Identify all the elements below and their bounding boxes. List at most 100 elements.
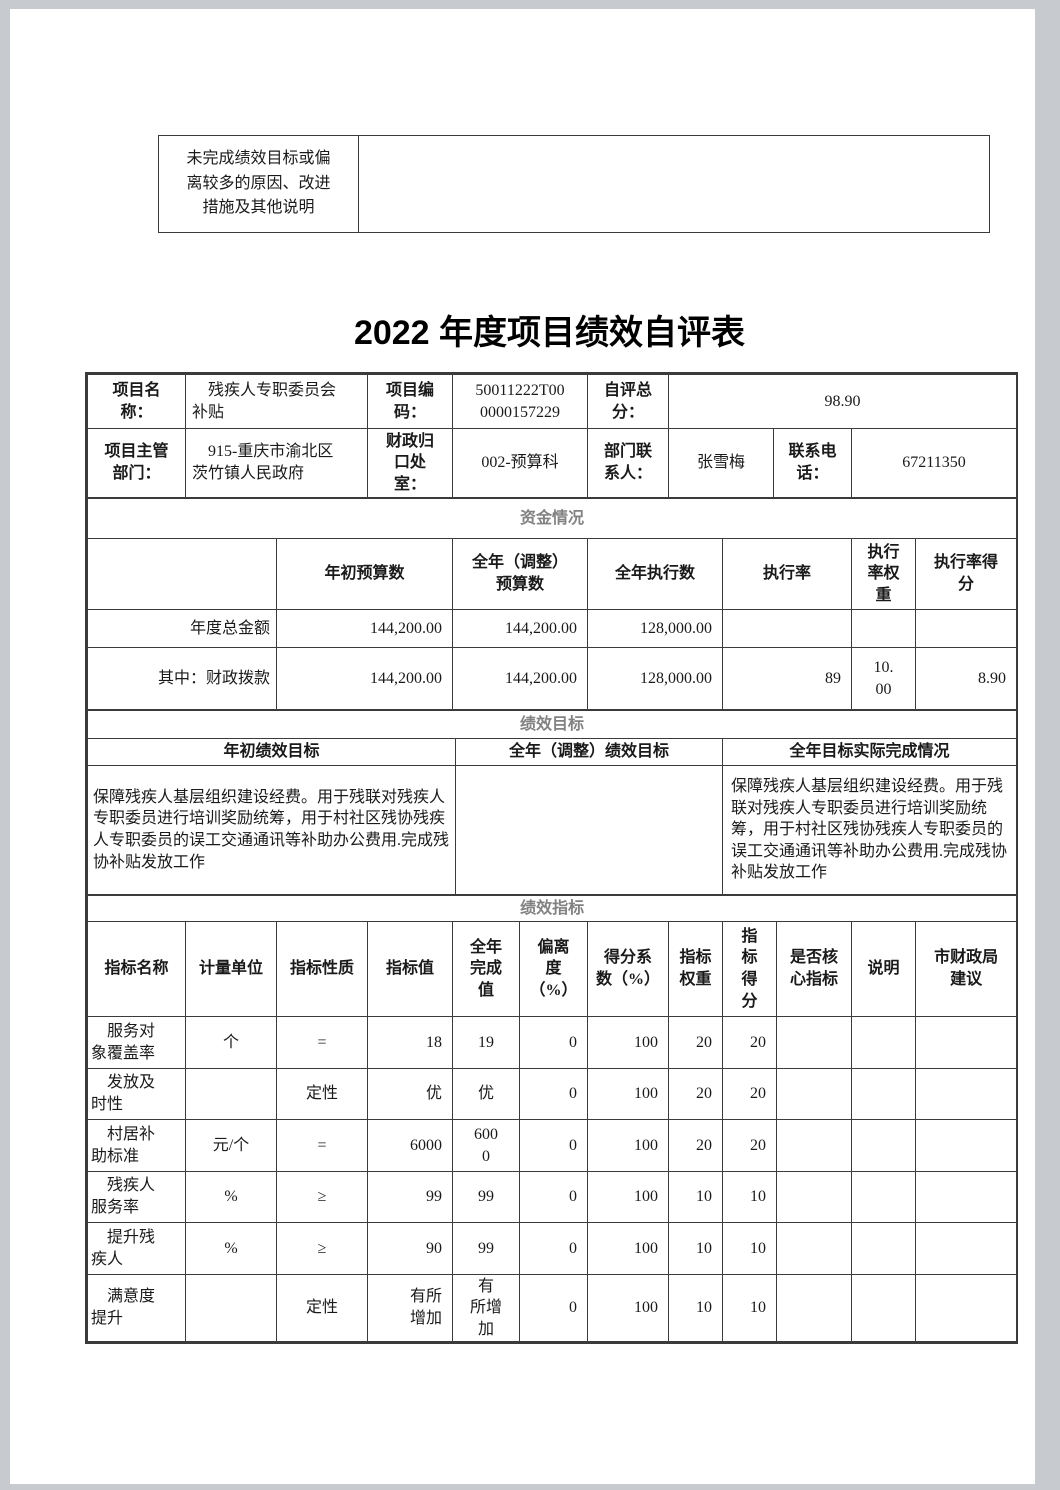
indicator-note-cell	[851, 1274, 916, 1342]
goals-section-row: 绩效目标	[87, 710, 1017, 739]
indicator-deviation-cell: 0	[519, 1274, 588, 1342]
funding-section-row: 资金情况	[86, 498, 1018, 539]
indicators-section-row: 绩效指标	[86, 895, 1018, 922]
indicator-weight-cell: 20	[668, 1016, 723, 1069]
indicator-completion-cell: 600 0	[452, 1119, 520, 1172]
ind-header-unit: 计量单位	[185, 921, 277, 1017]
project-info-row-2: 项目主管 部门： 915-重庆市渝北区 茨竹镇人民政府 财政归 口处 室： 00…	[87, 428, 1018, 498]
goals-body-row: 保障残疾人基层组织建设经费。用于残联对残疾人专职委员进行培训奖励统筹，用于村社区…	[87, 765, 1017, 895]
indicator-target-cell: 18	[367, 1016, 453, 1069]
indicator-name-cell: 提升残 疾人	[87, 1222, 186, 1275]
indicator-name-cell: 满意度 提升	[87, 1274, 186, 1342]
goals-header-row: 年初绩效目标 全年（调整）绩效目标 全年目标实际完成情况	[87, 738, 1017, 766]
indicator-core-cell	[776, 1222, 852, 1275]
indicator-row: 残疾人 服务率 % ≥ 99 99 0 100 10 10	[87, 1171, 1018, 1223]
indicator-score-cell: 10	[722, 1222, 777, 1275]
remarks-value-cell	[358, 135, 990, 233]
ind-header-completion: 全年 完成 值	[452, 921, 520, 1017]
indicator-score-cell: 20	[722, 1016, 777, 1069]
indicator-note-cell	[851, 1222, 916, 1275]
ind-header-nature: 指标性质	[276, 921, 368, 1017]
indicator-row: 服务对 象覆盖率 个 = 18 19 0 100 20 20	[87, 1016, 1018, 1069]
funding-fiscal-rate: 89	[722, 647, 852, 710]
indicator-target-cell: 90	[367, 1222, 453, 1275]
indicator-core-cell	[776, 1068, 852, 1120]
funding-fiscal-rate-score: 8.90	[914, 647, 1018, 710]
self-score-value: 98.90	[667, 374, 1018, 429]
remarks-row: 未完成绩效目标或偏 离较多的原因、改进 措施及其他说明	[158, 135, 990, 233]
indicator-unit-cell: 个	[185, 1016, 277, 1069]
indicator-score-cell: 20	[722, 1068, 777, 1120]
funding-total-rate-weight	[851, 609, 916, 648]
funding-section-title: 资金情况	[86, 498, 1018, 539]
project-name-label: 项目名 称：	[87, 374, 186, 429]
indicator-coefficient-cell: 100	[587, 1222, 669, 1275]
funding-header-rate-score: 执行率得 分	[914, 538, 1018, 610]
project-code-value: 50011222T00 0000157229	[452, 374, 588, 429]
evaluation-table: 项目名 称： 残疾人专职委员会 补贴 项目编 码： 50011222T00 00…	[85, 372, 1018, 1344]
indicator-suggestion-cell	[914, 1016, 1018, 1069]
remarks-box: 未完成绩效目标或偏 离较多的原因、改进 措施及其他说明	[158, 135, 990, 233]
indicator-note-cell	[851, 1171, 916, 1223]
goals-section-title: 绩效目标	[87, 710, 1017, 739]
funding-total-initial: 144,200.00	[276, 609, 453, 648]
indicator-nature-cell: =	[276, 1119, 368, 1172]
indicator-suggestion-cell	[914, 1068, 1018, 1120]
indicator-target-cell: 有所 增加	[367, 1274, 453, 1342]
goals-actual-text: 保障残疾人基层组织建设经费。用于残联对残疾人专职委员进行培训奖励统筹，用于村社区…	[722, 765, 1017, 895]
indicator-deviation-cell: 0	[519, 1222, 588, 1275]
funding-header-adjusted-budget: 全年（调整） 预算数	[452, 538, 588, 610]
indicator-suggestion-cell	[914, 1222, 1018, 1275]
indicator-coefficient-cell: 100	[587, 1171, 669, 1223]
indicator-core-cell	[776, 1171, 852, 1223]
indicator-completion-cell: 99	[452, 1171, 520, 1223]
indicator-nature-cell: 定性	[276, 1068, 368, 1120]
indicator-nature-cell: =	[276, 1016, 368, 1069]
indicator-completion-cell: 19	[452, 1016, 520, 1069]
indicator-row: 村居补 助标准 元/个 = 6000 600 0 0 100 20 20	[87, 1119, 1018, 1172]
funding-total-rate	[722, 609, 852, 648]
project-name-value: 残疾人专职委员会 补贴	[185, 374, 368, 429]
funding-header-execution-rate: 执行率	[722, 538, 852, 610]
indicator-weight-cell: 10	[668, 1274, 723, 1342]
project-code-label: 项目编 码：	[367, 374, 453, 429]
indicator-completion-cell: 有 所增 加	[452, 1274, 520, 1342]
ind-header-name: 指标名称	[87, 921, 186, 1017]
indicator-core-cell	[776, 1119, 852, 1172]
indicator-deviation-cell: 0	[519, 1068, 588, 1120]
indicator-coefficient-cell: 100	[587, 1119, 669, 1172]
remarks-label: 未完成绩效目标或偏 离较多的原因、改进 措施及其他说明	[158, 135, 359, 233]
ind-header-core: 是否核 心指标	[776, 921, 852, 1017]
indicator-completion-cell: 优	[452, 1068, 520, 1120]
funding-total-rate-score	[914, 609, 1018, 648]
indicator-nature-cell: 定性	[276, 1274, 368, 1342]
funding-row-total: 年度总金额 144,200.00 144,200.00 128,000.00	[87, 609, 1018, 648]
funding-fiscal-executed: 128,000.00	[587, 647, 723, 710]
phone-value: 67211350	[850, 428, 1018, 498]
ind-header-deviation: 偏离 度 （%）	[519, 921, 588, 1017]
self-score-label: 自评总 分：	[587, 374, 669, 429]
indicator-row: 提升残 疾人 % ≥ 90 99 0 100 10 10	[87, 1222, 1018, 1275]
funding-total-adjusted: 144,200.00	[452, 609, 588, 648]
indicator-name-cell: 发放及 时性	[87, 1068, 186, 1120]
indicator-deviation-cell: 0	[519, 1171, 588, 1223]
indicator-score-cell: 20	[722, 1119, 777, 1172]
indicator-note-cell	[851, 1119, 916, 1172]
ind-header-suggestion: 市财政局 建议	[914, 921, 1018, 1017]
indicator-core-cell	[776, 1016, 852, 1069]
funding-row-fiscal: 其中：财政拨款 144,200.00 144,200.00 128,000.00…	[87, 647, 1018, 710]
document-page: 未完成绩效目标或偏 离较多的原因、改进 措施及其他说明 2022 年度项目绩效自…	[10, 9, 1035, 1484]
indicators-section-title: 绩效指标	[86, 895, 1018, 922]
goals-header-initial: 年初绩效目标	[87, 738, 456, 766]
indicator-score-cell: 10	[722, 1171, 777, 1223]
indicator-name-cell: 残疾人 服务率	[87, 1171, 186, 1223]
ind-header-weight: 指标 权重	[668, 921, 723, 1017]
indicator-weight-cell: 20	[668, 1068, 723, 1120]
goals-initial-text: 保障残疾人基层组织建设经费。用于残联对残疾人专职委员进行培训奖励统筹，用于村社区…	[87, 765, 456, 895]
ind-header-note: 说明	[851, 921, 916, 1017]
phone-label: 联系电 话：	[773, 428, 852, 498]
indicator-score-cell: 10	[722, 1274, 777, 1342]
goals-adjusted-text	[455, 765, 723, 895]
funding-header-row: 年初预算数 全年（调整） 预算数 全年执行数 执行率 执行 率权 重 执行率得 …	[87, 538, 1018, 610]
